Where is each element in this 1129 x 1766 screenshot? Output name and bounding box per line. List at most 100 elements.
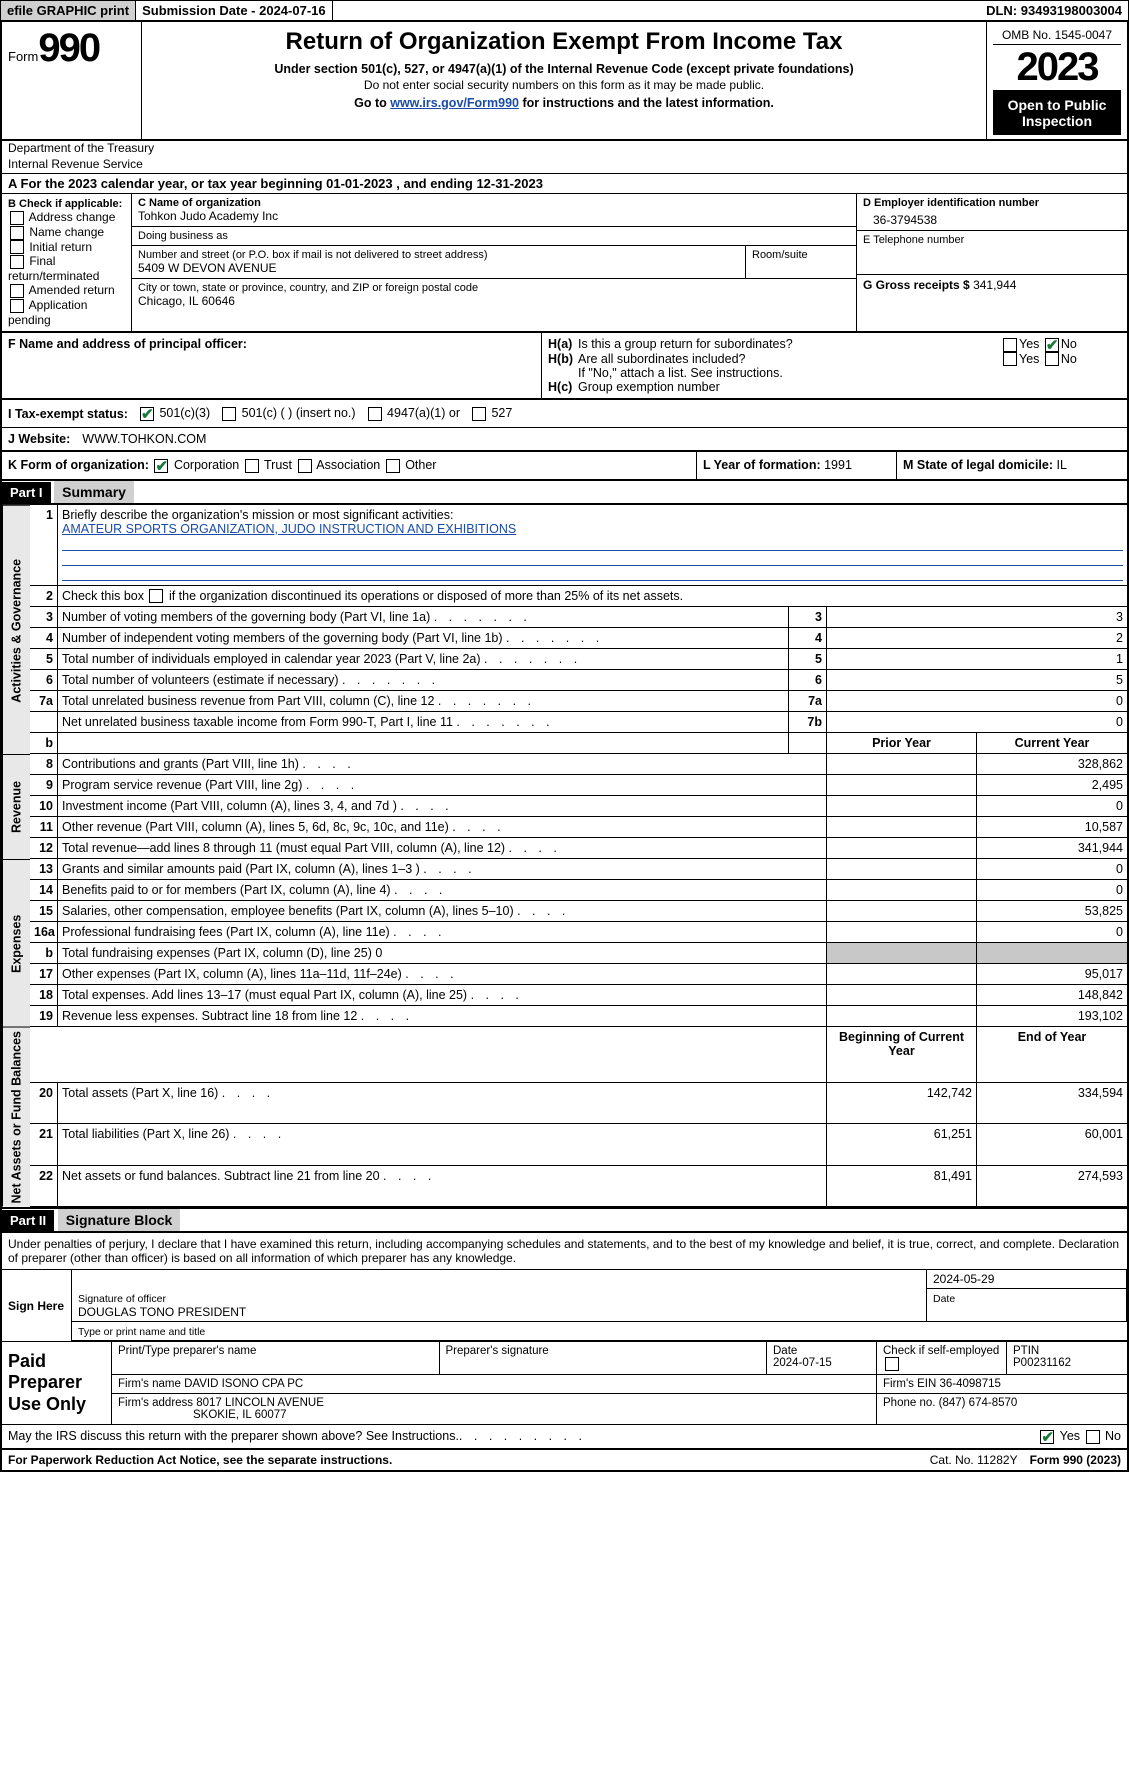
org-name-label: C Name of organization bbox=[138, 197, 850, 209]
paid-preparer-label: Paid Preparer Use Only bbox=[2, 1342, 112, 1424]
prep-sig-label: Preparer's signature bbox=[440, 1342, 768, 1375]
website-row: J Website: WWW.TOHKON.COM bbox=[2, 428, 1127, 450]
dba-cell: Doing business as bbox=[132, 227, 856, 246]
discuss-yes[interactable] bbox=[1040, 1430, 1054, 1444]
year-formation-label: L Year of formation: bbox=[703, 458, 824, 472]
org-name: Tohkon Judo Academy Inc bbox=[138, 209, 850, 223]
sign-here-label: Sign Here bbox=[2, 1270, 72, 1341]
goto-line: Go to www.irs.gov/Form990 for instructio… bbox=[148, 96, 980, 110]
goto-prefix: Go to bbox=[354, 96, 390, 110]
discuss-no[interactable] bbox=[1086, 1430, 1100, 1444]
period-end: 12-31-2023 bbox=[476, 176, 543, 191]
efile-print-label: efile GRAPHIC print bbox=[1, 1, 136, 20]
check-501c-other[interactable] bbox=[222, 407, 236, 421]
line-16a-prior bbox=[827, 922, 977, 943]
line-11-prior bbox=[827, 817, 977, 838]
catalog-number: Cat. No. 11282Y bbox=[924, 1450, 1024, 1470]
summary-table: Activities & Governance1Briefly describe… bbox=[0, 505, 1129, 1209]
line-21-prior: 61,251 bbox=[827, 1124, 977, 1165]
lbl-assoc: Association bbox=[316, 458, 380, 472]
check-4947[interactable] bbox=[368, 407, 382, 421]
check-initial-return[interactable]: Initial return bbox=[8, 240, 125, 255]
telephone-label: E Telephone number bbox=[863, 234, 1121, 246]
lbl-501c3: 501(c)(3) bbox=[159, 406, 210, 420]
open-inspection: Open to Public Inspection bbox=[993, 91, 1121, 135]
tax-status-label: I Tax-exempt status: bbox=[8, 407, 128, 421]
line-11-current: 10,587 bbox=[977, 817, 1127, 838]
period-mid: , and ending bbox=[396, 176, 476, 191]
part-i-badge: Part I bbox=[2, 482, 51, 503]
check-association[interactable] bbox=[298, 459, 312, 473]
opt-amended: Amended return bbox=[29, 283, 115, 297]
section-h: H(a) Is this a group return for subordin… bbox=[542, 333, 1127, 398]
section-c: C Name of organization Tohkon Judo Acade… bbox=[132, 194, 857, 331]
line-1-mission: Briefly describe the organization's miss… bbox=[58, 505, 1127, 586]
paid-fields-row2: Firm's name DAVID ISONO CPA PC Firm's EI… bbox=[112, 1375, 1127, 1394]
dba-label: Doing business as bbox=[138, 230, 850, 242]
city-value: Chicago, IL 60646 bbox=[138, 294, 850, 308]
sidebar-expenses: Expenses bbox=[2, 859, 30, 1027]
gross-value: 341,944 bbox=[973, 278, 1016, 292]
line-19-current: 193,102 bbox=[977, 1006, 1127, 1027]
line-13-prior bbox=[827, 859, 977, 880]
check-amended[interactable]: Amended return bbox=[8, 283, 125, 298]
prep-name-label: Print/Type preparer's name bbox=[118, 1345, 256, 1357]
sign-fields: 2024-05-29 Signature of officerDOUGLAS T… bbox=[72, 1270, 1127, 1341]
tax-year: 2023 bbox=[993, 45, 1121, 91]
hc-label: Group exemption number bbox=[578, 380, 720, 394]
firm-addr1: 8017 LINCOLN AVENUE bbox=[196, 1397, 324, 1409]
line-12-label: Total revenue—add lines 8 through 11 (mu… bbox=[58, 838, 827, 859]
part-ii-badge: Part II bbox=[2, 1210, 54, 1231]
line-15-label: Salaries, other compensation, employee b… bbox=[58, 901, 827, 922]
state-domicile-label: M State of legal domicile: bbox=[903, 458, 1057, 472]
signature-block: Under penalties of perjury, I declare th… bbox=[0, 1233, 1129, 1450]
ein-label: D Employer identification number bbox=[863, 197, 1121, 209]
check-other-org[interactable] bbox=[386, 459, 400, 473]
line-22-label: Net assets or fund balances. Subtract li… bbox=[58, 1166, 827, 1207]
firm-addr2: SKOKIE, IL 60077 bbox=[118, 1409, 287, 1421]
line-21-label: Total liabilities (Part X, line 26) . . … bbox=[58, 1124, 827, 1165]
line-17-prior bbox=[827, 964, 977, 985]
check-corporation[interactable] bbox=[154, 459, 168, 473]
line-9-current: 2,495 bbox=[977, 775, 1127, 796]
firm-ein-label: Firm's EIN bbox=[883, 1378, 940, 1390]
check-self-employed[interactable] bbox=[885, 1357, 899, 1371]
ptin-value: P00231162 bbox=[1013, 1357, 1071, 1369]
form-subtitle: Under section 501(c), 527, or 4947(a)(1)… bbox=[148, 62, 980, 76]
website-value: WWW.TOHKON.COM bbox=[82, 432, 206, 446]
line-2-discontinued: Check this box if the organization disco… bbox=[58, 586, 1127, 608]
check-527[interactable] bbox=[472, 407, 486, 421]
discuss-label: May the IRS discuss this return with the… bbox=[8, 1429, 459, 1444]
line-14-label: Benefits paid to or for members (Part IX… bbox=[58, 880, 827, 901]
telephone-cell: E Telephone number bbox=[857, 231, 1127, 275]
line-8-label: Contributions and grants (Part VIII, lin… bbox=[58, 754, 827, 775]
line-19-label: Revenue less expenses. Subtract line 18 … bbox=[58, 1006, 827, 1027]
lbl-corp: Corporation bbox=[174, 458, 239, 472]
line-22-prior: 81,491 bbox=[827, 1166, 977, 1207]
check-app-pending[interactable]: Application pending bbox=[8, 298, 125, 327]
h-a-row: H(a) Is this a group return for subordin… bbox=[548, 337, 1121, 352]
firm-phone: (847) 674-8570 bbox=[939, 1397, 1018, 1409]
check-address-change[interactable]: Address change bbox=[8, 210, 125, 225]
self-emp-label: Check if self-employed bbox=[883, 1345, 999, 1357]
line-15-current: 53,825 bbox=[977, 901, 1127, 922]
line-20-prior: 142,742 bbox=[827, 1083, 977, 1124]
city-cell: City or town, state or province, country… bbox=[132, 279, 856, 311]
check-final-return[interactable]: Final return/terminated bbox=[8, 254, 125, 283]
room-label: Room/suite bbox=[752, 249, 850, 261]
line-20-current: 334,594 bbox=[977, 1083, 1127, 1124]
check-501c3[interactable] bbox=[140, 407, 154, 421]
street-label: Number and street (or P.O. box if mail i… bbox=[138, 249, 739, 261]
paperwork-notice: For Paperwork Reduction Act Notice, see … bbox=[2, 1450, 398, 1470]
lbl-501c-other: 501(c) ( ) (insert no.) bbox=[242, 406, 356, 420]
check-name-change[interactable]: Name change bbox=[8, 225, 125, 240]
firm-addr-label: Firm's address bbox=[118, 1397, 196, 1409]
city-label: City or town, state or province, country… bbox=[138, 282, 850, 294]
form-footer: Form 990 (2023) bbox=[1024, 1450, 1127, 1470]
lbl-4947: 4947(a)(1) or bbox=[387, 406, 460, 420]
goto-link[interactable]: www.irs.gov/Form990 bbox=[390, 96, 519, 110]
check-trust[interactable] bbox=[245, 459, 259, 473]
line-b-label: Total fundraising expenses (Part IX, col… bbox=[58, 943, 827, 964]
dept-row: Department of the Treasury Internal Reve… bbox=[0, 141, 1129, 174]
line-13-label: Grants and similar amounts paid (Part IX… bbox=[58, 859, 827, 880]
